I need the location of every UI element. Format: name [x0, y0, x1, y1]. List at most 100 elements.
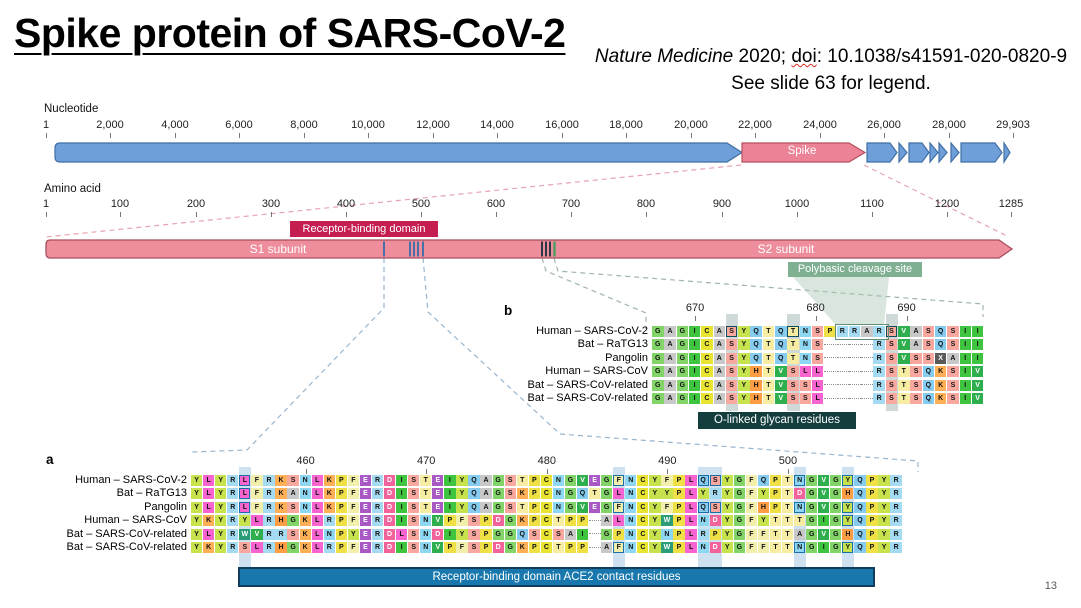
- panel-b-residue-cell: I: [688, 326, 701, 337]
- panel-b-residue-cell: V: [971, 379, 984, 391]
- panel-a-residue-cell: R: [323, 542, 335, 553]
- panel-b-residue-cell: A: [910, 326, 922, 337]
- panel-a-residue-cell: G: [733, 515, 745, 527]
- panel-b-residue-cell: Y: [738, 393, 750, 405]
- panel-b-residue-cell: N: [799, 326, 812, 337]
- panel-b-residue-cell: G: [676, 379, 689, 391]
- panel-a-residue-cell: L: [311, 515, 323, 527]
- panel-b-residue-cell: S: [910, 366, 922, 378]
- panel-a-residue-cell: N: [552, 488, 565, 500]
- panel-a-residue-cell: Y: [215, 528, 227, 540]
- nucleotide-tick-label: 26,000: [867, 119, 901, 131]
- panel-b-residue-cell: S: [725, 352, 738, 364]
- panel-a-residue-cell: G: [806, 488, 818, 500]
- panel-b-residue-cell: C: [701, 393, 713, 405]
- panel-a-residue-cell: T: [794, 515, 806, 527]
- panel-a-residue-cell: E: [359, 488, 372, 500]
- panel-b-residue-cell: G: [652, 379, 664, 391]
- panel-b-residue-cell: C: [701, 339, 713, 351]
- nucleotide-tick-mark: [949, 133, 950, 138]
- panel-b-residue-cell: V: [775, 379, 787, 391]
- panel-a-residue-cell: Y: [649, 488, 661, 500]
- panel-b-residue-cell: Q: [775, 326, 787, 337]
- panel-a-position-tick: [305, 469, 307, 474]
- panel-b-residue-cell: S: [885, 366, 898, 378]
- panel-a-residue-cell: N: [625, 528, 637, 540]
- panel-a-residue-cell: L: [203, 488, 215, 500]
- panel-b-residue-cell: S: [947, 339, 959, 351]
- s1-subunit-label: S1 subunit: [249, 242, 307, 256]
- panel-a-residue-cell: G: [504, 515, 516, 527]
- panel-a-residue-cell: R: [371, 528, 384, 540]
- panel-b-residue-cell: Q: [750, 326, 762, 337]
- panel-a-residue-cell: Y: [878, 501, 890, 513]
- panel-a-residue-cell: Q: [468, 501, 480, 513]
- panel-a-residue-cell: P: [564, 515, 577, 527]
- panel-b-residue-cell: S: [725, 379, 738, 391]
- panel-a-residue-cell: E: [432, 475, 444, 486]
- panel-a-residue-cell: Y: [842, 542, 854, 553]
- panel-b-species-label: Human – SARS-CoV-2: [536, 325, 648, 337]
- panel-b-residue-cell: A: [861, 326, 873, 337]
- panel-b-residue-cell: T: [762, 326, 775, 337]
- panel-b-species-label: Bat – RaTG13: [577, 338, 648, 351]
- panel-a-residue-cell: Q: [854, 501, 866, 513]
- panel-a-residue-cell: C: [540, 501, 552, 513]
- panel-a-residue-cell: V: [432, 542, 444, 553]
- panel-a-residue-cell: G: [601, 501, 613, 513]
- panel-a-residue-cell: G: [492, 528, 504, 540]
- panel-a-residue-cell: R: [371, 475, 384, 486]
- panel-a-residue-cell: N: [299, 488, 311, 500]
- panel-a-species-label: Human – SARS-CoV: [84, 514, 187, 527]
- panel-a-residue-cell: N: [794, 475, 806, 486]
- citation-journal: Nature Medicine: [594, 46, 734, 67]
- panel-a-residue-cell: N: [552, 501, 565, 513]
- panel-a-residue-cell: Y: [697, 488, 709, 500]
- panel-a-residue-cell: K: [299, 528, 311, 540]
- panel-a-residue-cell: S: [504, 475, 516, 486]
- panel-a-residue-cell: Y: [215, 475, 227, 486]
- panel-a-residue-cell: E: [432, 501, 444, 513]
- panel-b-residue-cell: I: [959, 366, 971, 378]
- panel-b-species-label: Pangolin: [605, 351, 648, 364]
- panel-b-residue-cell: S: [787, 393, 799, 405]
- panel-a-residue-cell: T: [420, 475, 432, 486]
- panel-a-residue-cell: P: [480, 528, 492, 540]
- panel-b-residue-cell: R: [848, 326, 861, 337]
- panel-a-residue-cell: I: [818, 515, 830, 527]
- panel-a-residue-cell: K: [516, 542, 528, 553]
- panel-a-residue-cell: Y: [878, 528, 890, 540]
- panel-a-residue-cell: F: [745, 501, 757, 513]
- nucleotide-tick-mark: [691, 133, 692, 138]
- nucleotide-tick-label: 29,903: [996, 119, 1030, 131]
- amino-acid-tick-label: 600: [486, 198, 506, 210]
- panel-b-residue-cell: H: [750, 379, 762, 391]
- panel-a-species-label: Human – SARS-CoV-2: [75, 474, 187, 486]
- panel-a-residue-cell: I: [444, 475, 456, 486]
- panel-b-residue-cell: Q: [775, 339, 787, 351]
- panel-a-residue-cell: Y: [649, 528, 661, 540]
- panel-a-residue-cell: T: [516, 501, 528, 513]
- amino-acid-tick-mark: [722, 212, 723, 217]
- panel-a-residue-cell: G: [830, 515, 842, 527]
- panel-a-residue-cell: G: [733, 528, 745, 540]
- nucleotide-tick-label: 8,000: [290, 119, 318, 131]
- panel-a-residue-cell: R: [323, 515, 335, 527]
- panel-a-residue-cell: L: [685, 501, 697, 513]
- panel-a-residue-cell: Y: [842, 501, 854, 513]
- panel-a-residue-cell: N: [794, 542, 806, 553]
- panel-a-species-label: Bat – SARS-CoV-related: [66, 527, 187, 540]
- panel-b-gap: [836, 357, 849, 359]
- panel-a-residue-cell: Y: [215, 515, 227, 527]
- panel-a-residue-cell: R: [371, 542, 384, 553]
- panel-a-residue-cell: Y: [878, 542, 890, 553]
- panel-a-residue-cell: R: [263, 515, 275, 527]
- nucleotide-tick-mark: [820, 133, 821, 138]
- panel-a-residue-cell: I: [818, 542, 830, 553]
- nucleotide-tick-mark: [562, 133, 563, 138]
- spike-gene-label: Spike: [787, 145, 817, 157]
- amino-acid-tick-label: 1000: [784, 198, 810, 210]
- panel-a-residue-cell: N: [625, 488, 637, 500]
- panel-b-gap: [861, 397, 874, 399]
